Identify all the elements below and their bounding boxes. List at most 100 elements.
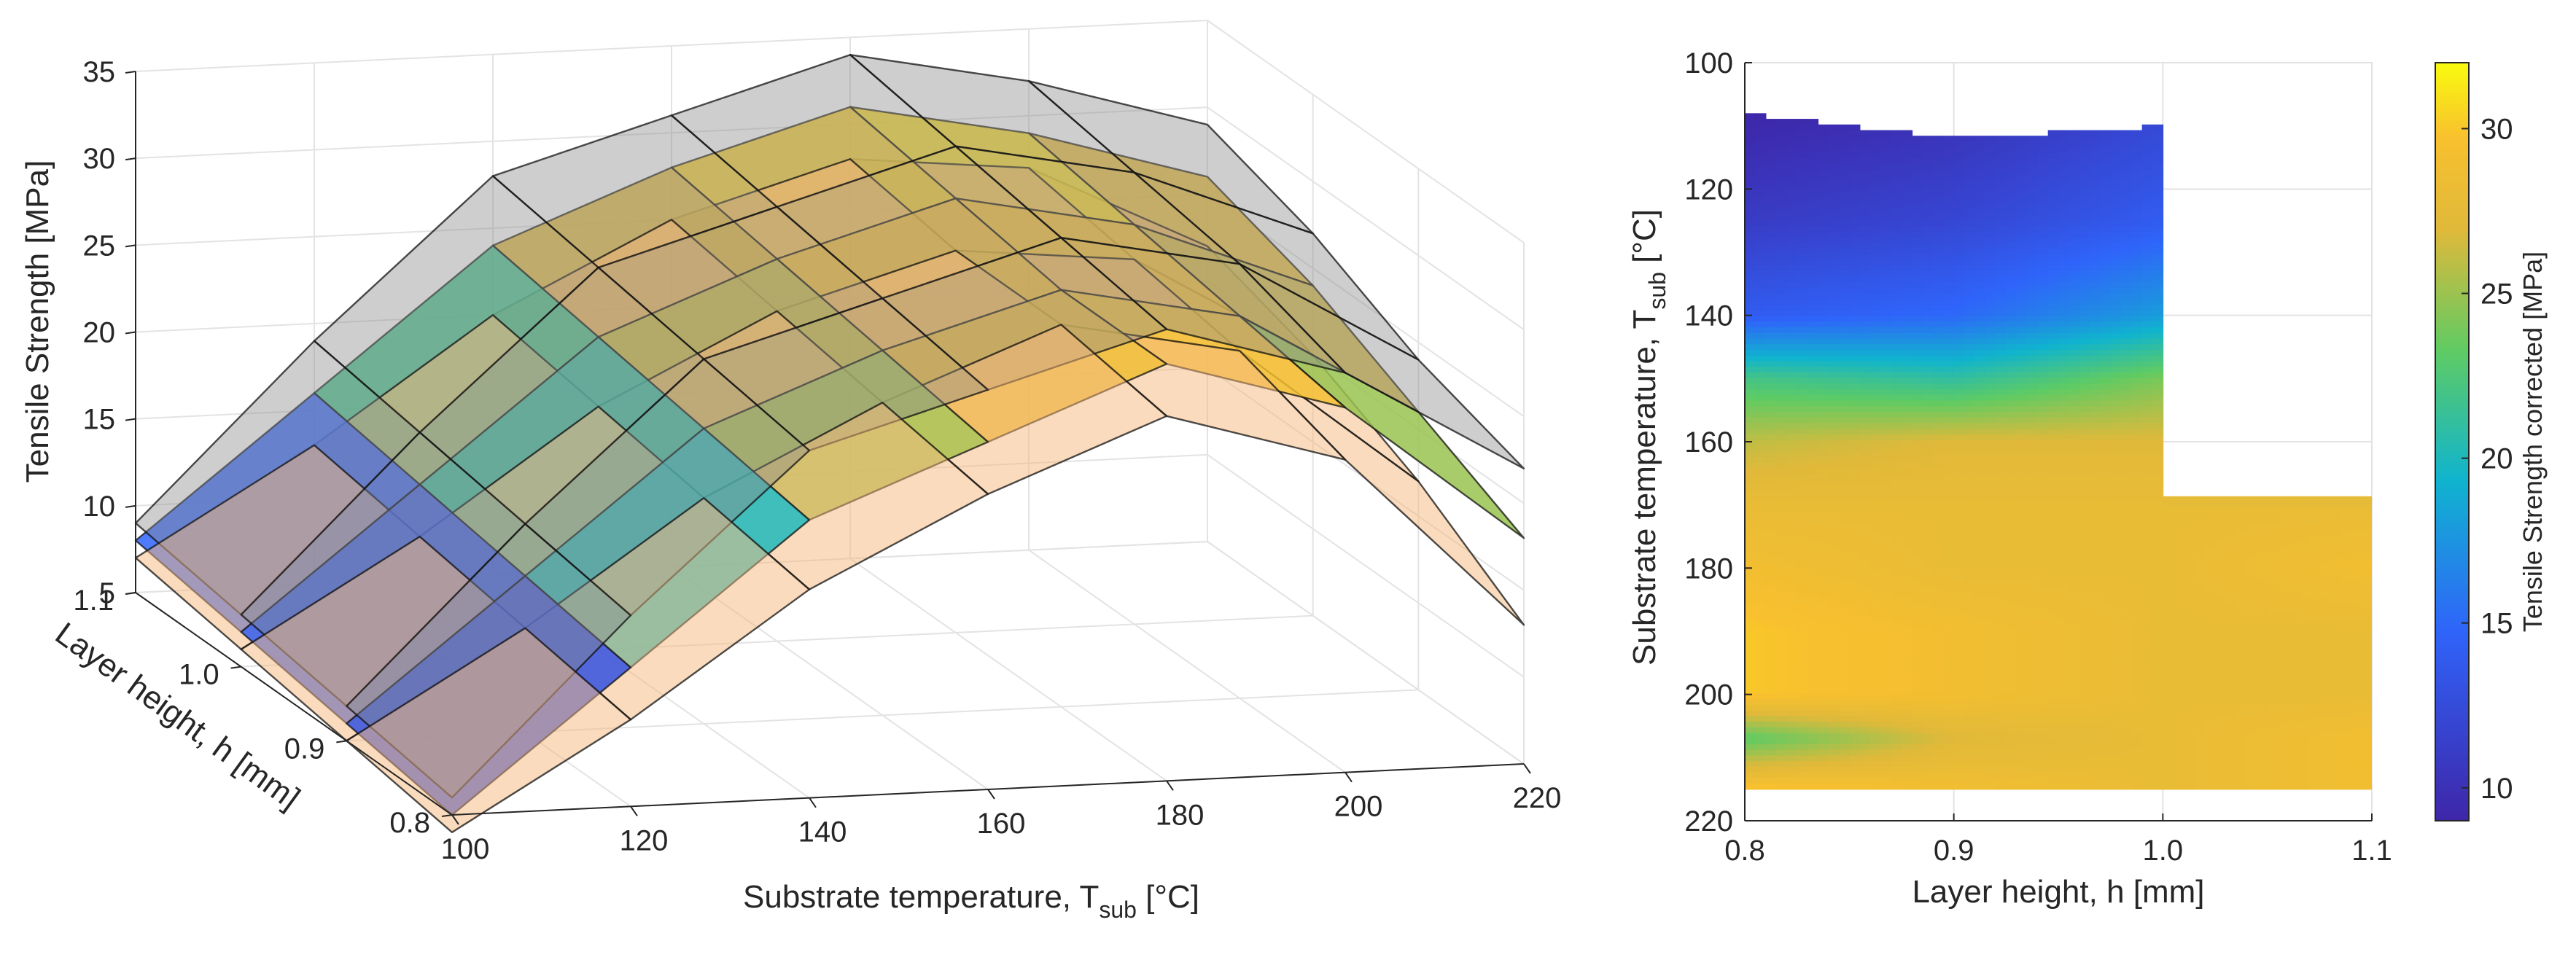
heatmap-cell (2069, 344, 2080, 351)
heatmap-cell (1933, 541, 1945, 548)
heatmap-cell (1933, 676, 1945, 683)
heatmap-cell (1828, 299, 1840, 305)
heatmap-cell (2027, 535, 2039, 542)
heatmap-cell (2047, 518, 2059, 526)
heatmap-cell (2006, 693, 2017, 700)
heatmap-cell (2006, 293, 2017, 300)
heatmap-cell (1912, 141, 1923, 148)
heatmap-cell (2163, 518, 2174, 526)
heatmap-cell (1974, 614, 1986, 621)
heatmap-cell (1808, 389, 1819, 396)
heatmap-cell (2100, 456, 2112, 464)
heatmap-cell (1776, 417, 1788, 424)
heatmap-cell (1808, 293, 1819, 300)
heatmap-cell (1974, 378, 1986, 385)
heatmap-cell (1765, 169, 1777, 176)
heatmap-cell (2121, 693, 2133, 700)
heatmap-cell (1765, 293, 1777, 300)
heatmap-cell (1964, 597, 1976, 604)
heatmap-cell (1912, 778, 1923, 784)
heatmap-cell (1985, 400, 1996, 407)
heatmap-cell (1839, 535, 1851, 542)
heatmap-cell (1776, 597, 1788, 604)
heatmap-cell (2152, 198, 2164, 204)
heatmap-cell (2069, 231, 2080, 238)
heatmap-cell (2069, 248, 2080, 255)
heatmap-cell (1808, 243, 1819, 249)
heatmap-cell (2006, 231, 2017, 238)
heatmap-cell (1964, 394, 1976, 402)
heatmap-cell (1964, 383, 1976, 390)
heatmap-cell (1943, 293, 1955, 300)
heatmap-cell (1891, 198, 1902, 204)
heatmap-cell (1985, 389, 1996, 396)
heatmap-cell (1891, 276, 1902, 283)
heatmap-cell (1776, 755, 1788, 762)
heatmap-cell (1891, 501, 1902, 509)
heatmap-cell (1839, 501, 1851, 509)
heatmap-cell (1808, 305, 1819, 311)
heatmap-cell (2163, 676, 2174, 683)
heatmap-cell (1933, 761, 1945, 768)
heatmap-cell (2027, 547, 2039, 553)
heatmap-cell (1786, 614, 1798, 621)
heatmap-cell (2090, 434, 2101, 441)
heatmap-cell (1912, 479, 1923, 486)
heatmap-cell (1933, 580, 1945, 588)
heatmap-cell (1808, 733, 1819, 739)
heatmap-cell (1943, 648, 1955, 655)
heatmap-cell (1891, 710, 1902, 717)
heatmap-cell (1922, 586, 1934, 593)
heatmap-cell (1933, 163, 1945, 171)
heatmap-cell (2100, 367, 2112, 373)
heatmap-cell (1996, 147, 2007, 154)
heatmap-cell (2173, 743, 2184, 751)
heatmap-cell (2058, 507, 2070, 514)
heatmap-cell (2016, 496, 2028, 503)
heatmap-cell (2141, 620, 2153, 627)
heatmap-cell (1943, 316, 1955, 323)
heatmap-cell (2006, 749, 2017, 757)
heatmap-cell (1891, 293, 1902, 300)
heatmap-cell (2100, 592, 2112, 598)
heatmap-cell (2121, 462, 2133, 469)
heatmap-cell (1776, 136, 1788, 142)
heatmap-cell (1902, 462, 1913, 469)
heatmap-cell (1974, 620, 1986, 627)
heatmap-cell (2100, 299, 2112, 305)
heatmap-cell (2121, 203, 2133, 210)
heatmap-cell (2141, 394, 2153, 402)
heatmap-cell (1933, 203, 1945, 210)
heatmap-cell (1859, 513, 1871, 520)
surfaces (134, 53, 1525, 834)
heatmap-cell (2152, 327, 2164, 334)
heatmap-cell (2069, 704, 2080, 711)
heatmap-cell (1953, 541, 1965, 548)
heatmap-cell (1902, 349, 1913, 356)
heatmap-cell (2090, 547, 2101, 553)
heatmap-cell (1818, 254, 1829, 261)
heatmap-cell (1996, 231, 2007, 238)
heatmap-cell (2047, 243, 2059, 249)
x-tick-label: 120 (620, 824, 669, 856)
heatmap-cell (2047, 772, 2059, 779)
heatmap-cell (2090, 665, 2101, 672)
heatmap-cell (1974, 231, 1986, 238)
heatmap-cell (2016, 192, 2028, 199)
heatmap-cell (2152, 676, 2164, 683)
heatmap-cell (1745, 456, 1756, 464)
heatmap-cell (1797, 642, 1808, 649)
heatmap-cell (1849, 597, 1861, 604)
heatmap-cell (1974, 716, 1986, 722)
heatmap-cell (1996, 665, 2007, 672)
heatmap-cell (1985, 394, 1996, 402)
heatmap-cell (2110, 580, 2122, 588)
heatmap-cell (1776, 654, 1788, 660)
heatmap-cell (2058, 518, 2070, 526)
heatmap-cell (2037, 699, 2049, 706)
heatmap-cell (2173, 569, 2184, 576)
heatmap-cell (1880, 141, 1892, 148)
heatmap-cell (2058, 496, 2070, 503)
heatmap-cell (1828, 569, 1840, 576)
heatmap-cell (2173, 766, 2184, 773)
